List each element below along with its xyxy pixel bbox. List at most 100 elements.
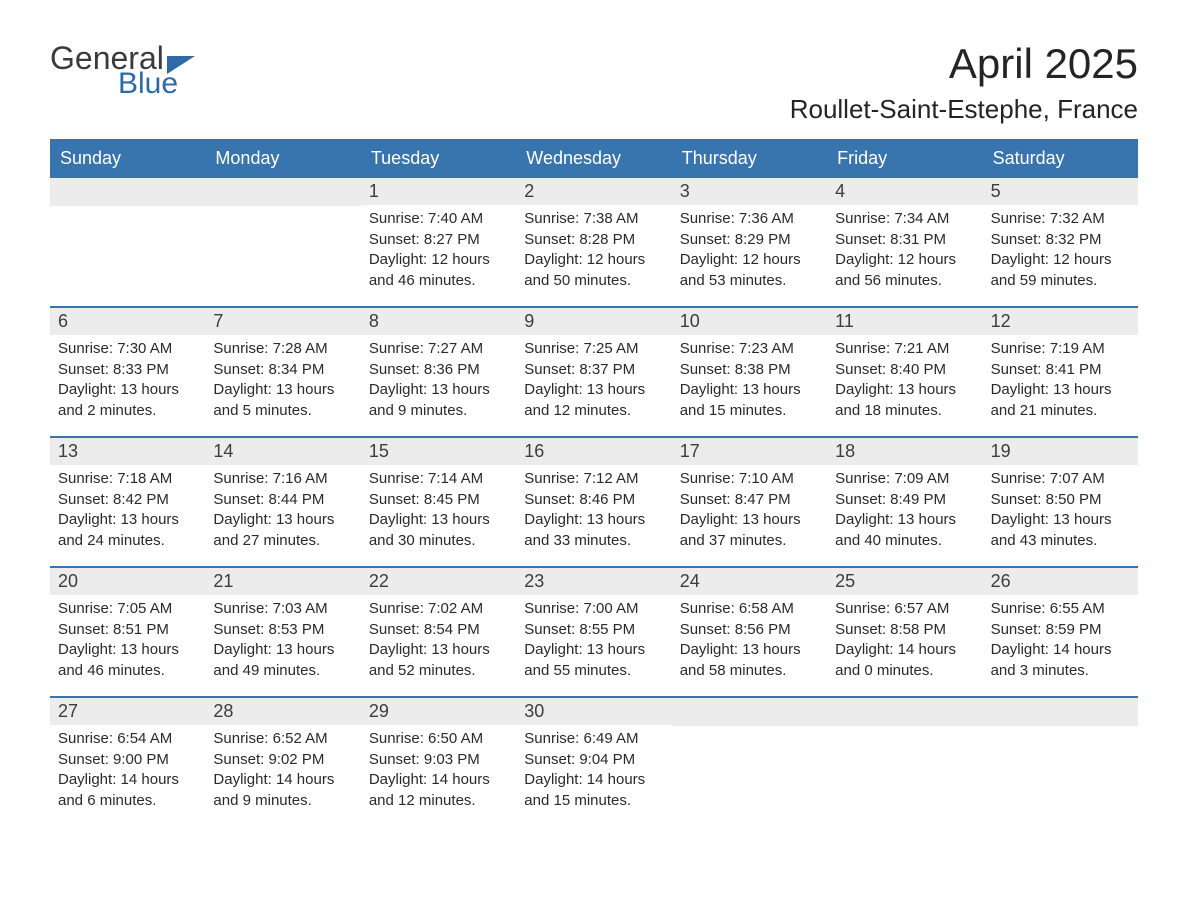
day-cell: 7Sunrise: 7:28 AMSunset: 8:34 PMDaylight… (205, 308, 360, 436)
day-cell: 24Sunrise: 6:58 AMSunset: 8:56 PMDayligh… (672, 568, 827, 696)
sunset-text: Sunset: 8:51 PM (58, 620, 197, 641)
day-body: Sunrise: 7:16 AMSunset: 8:44 PMDaylight:… (205, 465, 360, 560)
empty-day-number (672, 698, 827, 726)
day-cell: 12Sunrise: 7:19 AMSunset: 8:41 PMDayligh… (983, 308, 1138, 436)
sunset-text: Sunset: 8:56 PM (680, 620, 819, 641)
daylight-text: Daylight: 13 hours and 33 minutes. (524, 510, 663, 551)
sunset-text: Sunset: 8:40 PM (835, 360, 974, 381)
weekday-cell: Sunday (50, 139, 205, 178)
day-body: Sunrise: 7:10 AMSunset: 8:47 PMDaylight:… (672, 465, 827, 560)
title-block: April 2025 Roullet-Saint-Estephe, France (790, 40, 1138, 125)
day-number: 16 (516, 438, 671, 465)
day-cell: 11Sunrise: 7:21 AMSunset: 8:40 PMDayligh… (827, 308, 982, 436)
day-cell: 23Sunrise: 7:00 AMSunset: 8:55 PMDayligh… (516, 568, 671, 696)
week-row: 6Sunrise: 7:30 AMSunset: 8:33 PMDaylight… (50, 306, 1138, 436)
day-body: Sunrise: 6:52 AMSunset: 9:02 PMDaylight:… (205, 725, 360, 820)
day-cell: 9Sunrise: 7:25 AMSunset: 8:37 PMDaylight… (516, 308, 671, 436)
header-row: General Blue April 2025 Roullet-Saint-Es… (50, 40, 1138, 125)
sunset-text: Sunset: 8:41 PM (991, 360, 1130, 381)
sunrise-text: Sunrise: 7:02 AM (369, 599, 508, 620)
sunset-text: Sunset: 8:54 PM (369, 620, 508, 641)
flag-icon (167, 56, 195, 74)
daylight-text: Daylight: 13 hours and 43 minutes. (991, 510, 1130, 551)
sunset-text: Sunset: 8:58 PM (835, 620, 974, 641)
daylight-text: Daylight: 14 hours and 12 minutes. (369, 770, 508, 811)
empty-day-number (50, 178, 205, 206)
day-body: Sunrise: 7:40 AMSunset: 8:27 PMDaylight:… (361, 205, 516, 300)
day-body: Sunrise: 7:38 AMSunset: 8:28 PMDaylight:… (516, 205, 671, 300)
daylight-text: Daylight: 14 hours and 0 minutes. (835, 640, 974, 681)
empty-day-number (983, 698, 1138, 726)
day-cell: 21Sunrise: 7:03 AMSunset: 8:53 PMDayligh… (205, 568, 360, 696)
sunrise-text: Sunrise: 7:36 AM (680, 209, 819, 230)
sunrise-text: Sunrise: 7:07 AM (991, 469, 1130, 490)
day-body: Sunrise: 6:49 AMSunset: 9:04 PMDaylight:… (516, 725, 671, 820)
daylight-text: Daylight: 13 hours and 27 minutes. (213, 510, 352, 551)
sunrise-text: Sunrise: 6:57 AM (835, 599, 974, 620)
sunset-text: Sunset: 8:32 PM (991, 230, 1130, 251)
day-number: 18 (827, 438, 982, 465)
daylight-text: Daylight: 13 hours and 9 minutes. (369, 380, 508, 421)
day-cell: 6Sunrise: 7:30 AMSunset: 8:33 PMDaylight… (50, 308, 205, 436)
day-body: Sunrise: 6:57 AMSunset: 8:58 PMDaylight:… (827, 595, 982, 690)
sunrise-text: Sunrise: 7:05 AM (58, 599, 197, 620)
sunrise-text: Sunrise: 6:58 AM (680, 599, 819, 620)
day-cell: 22Sunrise: 7:02 AMSunset: 8:54 PMDayligh… (361, 568, 516, 696)
daylight-text: Daylight: 13 hours and 5 minutes. (213, 380, 352, 421)
sunrise-text: Sunrise: 7:28 AM (213, 339, 352, 360)
sunrise-text: Sunrise: 7:18 AM (58, 469, 197, 490)
day-cell: 29Sunrise: 6:50 AMSunset: 9:03 PMDayligh… (361, 698, 516, 826)
daylight-text: Daylight: 13 hours and 58 minutes. (680, 640, 819, 681)
sunrise-text: Sunrise: 7:03 AM (213, 599, 352, 620)
day-cell: 18Sunrise: 7:09 AMSunset: 8:49 PMDayligh… (827, 438, 982, 566)
day-cell: 10Sunrise: 7:23 AMSunset: 8:38 PMDayligh… (672, 308, 827, 436)
day-number: 27 (50, 698, 205, 725)
day-body: Sunrise: 7:03 AMSunset: 8:53 PMDaylight:… (205, 595, 360, 690)
sunset-text: Sunset: 8:36 PM (369, 360, 508, 381)
month-title: April 2025 (790, 40, 1138, 88)
daylight-text: Daylight: 13 hours and 37 minutes. (680, 510, 819, 551)
day-number: 1 (361, 178, 516, 205)
daylight-text: Daylight: 13 hours and 21 minutes. (991, 380, 1130, 421)
sunset-text: Sunset: 8:38 PM (680, 360, 819, 381)
day-cell (983, 698, 1138, 826)
sunset-text: Sunset: 8:53 PM (213, 620, 352, 641)
day-number: 28 (205, 698, 360, 725)
sunset-text: Sunset: 8:47 PM (680, 490, 819, 511)
sunrise-text: Sunrise: 6:50 AM (369, 729, 508, 750)
sunset-text: Sunset: 8:31 PM (835, 230, 974, 251)
sunset-text: Sunset: 8:28 PM (524, 230, 663, 251)
day-number: 15 (361, 438, 516, 465)
sunset-text: Sunset: 9:04 PM (524, 750, 663, 771)
day-number: 10 (672, 308, 827, 335)
daylight-text: Daylight: 13 hours and 49 minutes. (213, 640, 352, 681)
daylight-text: Daylight: 14 hours and 15 minutes. (524, 770, 663, 811)
day-cell: 30Sunrise: 6:49 AMSunset: 9:04 PMDayligh… (516, 698, 671, 826)
sunset-text: Sunset: 8:49 PM (835, 490, 974, 511)
day-cell: 14Sunrise: 7:16 AMSunset: 8:44 PMDayligh… (205, 438, 360, 566)
day-cell: 27Sunrise: 6:54 AMSunset: 9:00 PMDayligh… (50, 698, 205, 826)
sunrise-text: Sunrise: 7:19 AM (991, 339, 1130, 360)
day-cell: 26Sunrise: 6:55 AMSunset: 8:59 PMDayligh… (983, 568, 1138, 696)
sunset-text: Sunset: 8:55 PM (524, 620, 663, 641)
sunrise-text: Sunrise: 7:30 AM (58, 339, 197, 360)
sunrise-text: Sunrise: 6:49 AM (524, 729, 663, 750)
day-body: Sunrise: 7:23 AMSunset: 8:38 PMDaylight:… (672, 335, 827, 430)
daylight-text: Daylight: 12 hours and 59 minutes. (991, 250, 1130, 291)
sunrise-text: Sunrise: 7:25 AM (524, 339, 663, 360)
day-number: 14 (205, 438, 360, 465)
day-number: 21 (205, 568, 360, 595)
day-body: Sunrise: 6:54 AMSunset: 9:00 PMDaylight:… (50, 725, 205, 820)
week-row: 20Sunrise: 7:05 AMSunset: 8:51 PMDayligh… (50, 566, 1138, 696)
sunset-text: Sunset: 8:29 PM (680, 230, 819, 251)
sunset-text: Sunset: 8:42 PM (58, 490, 197, 511)
day-cell: 15Sunrise: 7:14 AMSunset: 8:45 PMDayligh… (361, 438, 516, 566)
daylight-text: Daylight: 14 hours and 3 minutes. (991, 640, 1130, 681)
daylight-text: Daylight: 13 hours and 15 minutes. (680, 380, 819, 421)
sunrise-text: Sunrise: 7:27 AM (369, 339, 508, 360)
sunset-text: Sunset: 8:44 PM (213, 490, 352, 511)
day-number: 4 (827, 178, 982, 205)
sunrise-text: Sunrise: 7:00 AM (524, 599, 663, 620)
sunrise-text: Sunrise: 7:12 AM (524, 469, 663, 490)
day-number: 25 (827, 568, 982, 595)
